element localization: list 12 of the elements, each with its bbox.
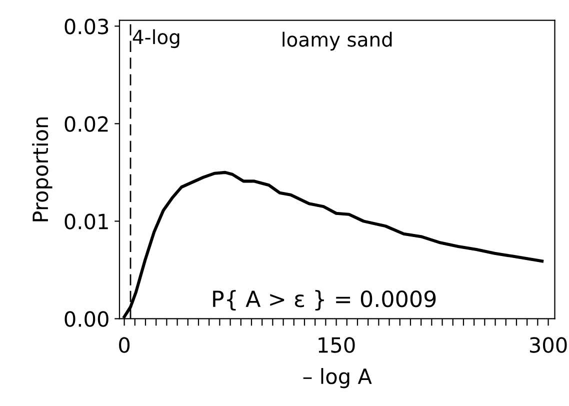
y-tick-label: 0.02 [64,116,108,132]
x-tick-label: 150 [318,337,355,353]
annotation: loamy sand [282,32,392,51]
annotation: P{ A > ε } = 0.0009 [213,290,436,311]
ref-line-label: 4-log [132,29,180,48]
x-axis-title: – log A [303,368,372,388]
x-tick-label: 300 [530,337,567,353]
y-tick-label: 0.01 [64,214,108,230]
x-tick-label: 0 [119,337,130,353]
y-tick-label: 0.03 [64,18,108,34]
y-tick-label: 0.00 [64,311,108,327]
y-axis-title: Proportion [32,118,52,222]
